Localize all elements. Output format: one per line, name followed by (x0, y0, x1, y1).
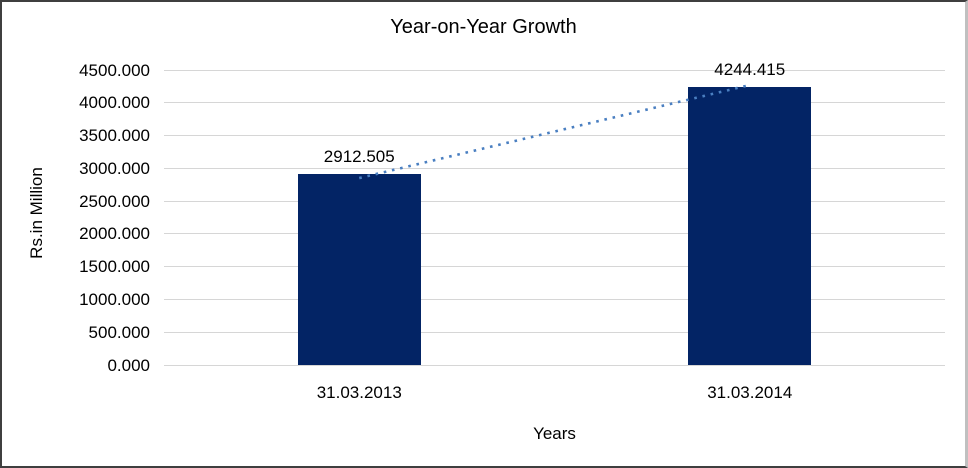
gridline (164, 102, 945, 104)
y-tick-label: 1500.000 (79, 257, 150, 277)
bar-31.03.2014 (688, 86, 812, 365)
gridline (164, 331, 945, 333)
y-tick-label: 500.000 (88, 322, 150, 342)
category-label: 31.03.2013 (316, 383, 402, 402)
y-tick-label: 4000.000 (79, 93, 150, 113)
gridline (164, 266, 945, 268)
y-tick-label: 4500.000 (79, 60, 150, 80)
gridline (164, 200, 945, 202)
y-tick-label: 3000.000 (79, 158, 150, 178)
data-label: 4244.415 (714, 59, 786, 79)
bar-31.03.2013 (297, 174, 421, 365)
y-tick-label: 2500.000 (79, 191, 150, 211)
trendline (358, 84, 748, 180)
category-label: 31.03.2014 (707, 383, 793, 402)
gridline (164, 69, 945, 71)
plot-area (164, 69, 945, 366)
gridline (164, 233, 945, 235)
y-tick-label: 0.000 (107, 355, 150, 375)
y-tick-label: 2000.000 (79, 224, 150, 244)
chart-title: Year-on-Year Growth (390, 16, 577, 38)
x-axis-title: Years (533, 424, 576, 443)
gridline (164, 135, 945, 137)
gridline (164, 298, 945, 300)
gridline (164, 167, 945, 169)
y-tick-label: 3500.000 (79, 126, 150, 146)
data-label: 2912.505 (323, 147, 395, 167)
gridline (164, 364, 945, 366)
y-tick-label: 1000.000 (79, 289, 150, 309)
